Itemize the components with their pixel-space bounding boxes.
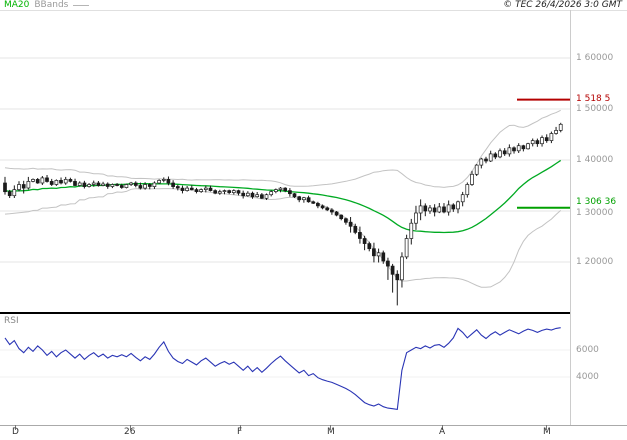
support-price-label: 1 306 36	[576, 197, 617, 207]
price-axis-label: 1 50000	[576, 104, 614, 114]
x-axis-label: F	[237, 427, 243, 437]
price-axis-label: 1 20000	[576, 257, 614, 267]
x-axis-label: M	[327, 427, 335, 437]
x-axis-label: A	[439, 427, 446, 437]
x-axis-label: D	[12, 427, 19, 437]
rsi-panel-title: RSI	[4, 316, 19, 326]
legend-ma20-label: MA20	[4, 0, 30, 10]
legend: MA20 BBands	[4, 0, 90, 10]
price-axis-label: 1 30000	[576, 208, 614, 218]
copyright-text: © TEC 26/4/2026 3:0 GMT	[503, 0, 622, 10]
x-axis-label: 26	[124, 427, 136, 437]
price-axis-label: 1 60000	[576, 53, 614, 63]
price-axis-label: 1 40000	[576, 155, 614, 165]
legend-bbands-label: BBands	[34, 0, 69, 10]
rsi-axis-label: 4000	[576, 372, 599, 382]
x-axis-label: M	[543, 427, 551, 437]
bbands-line-sample-icon	[73, 4, 90, 6]
resistance-price-label: 1 518 5	[576, 94, 611, 104]
rsi-axis-label: 6000	[576, 345, 599, 355]
